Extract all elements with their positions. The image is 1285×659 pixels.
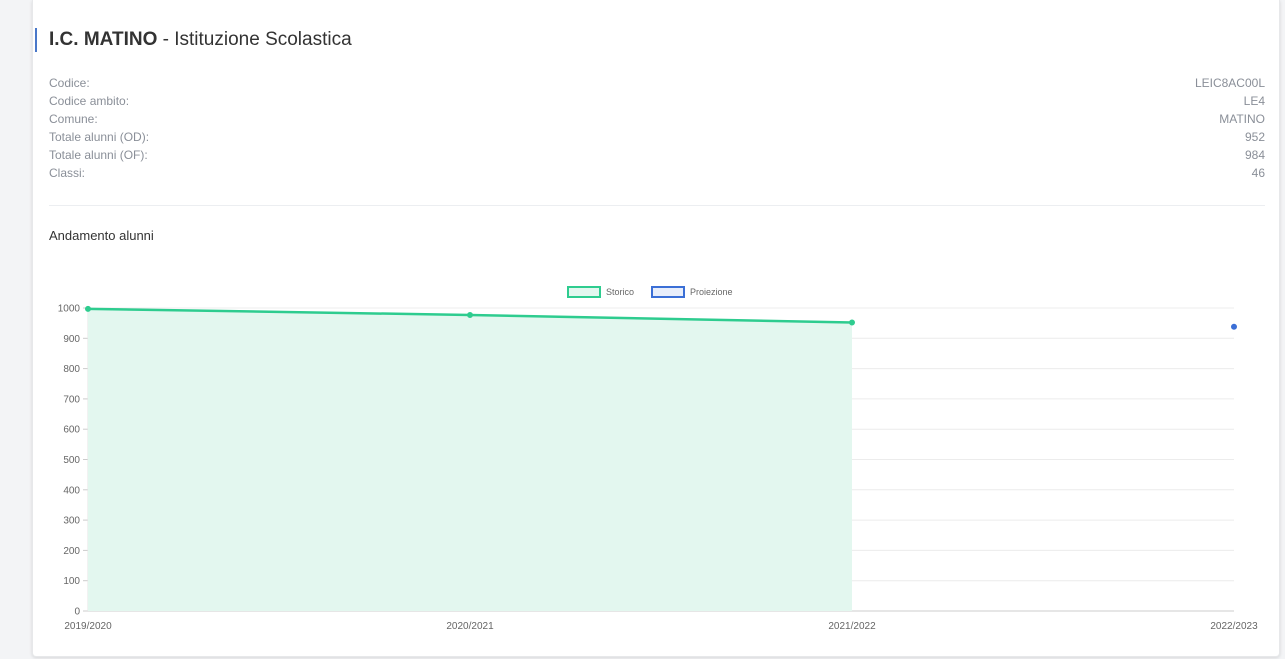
info-value: 952 — [1244, 130, 1265, 144]
legend-swatch-proiezione — [651, 286, 685, 298]
info-value: 984 — [1244, 148, 1265, 162]
data-point-storico — [85, 305, 91, 312]
info-label: Codice: — [49, 76, 90, 90]
y-tick-label: 600 — [63, 425, 80, 436]
chart-area — [88, 308, 852, 611]
x-tick-label: 2022/2023 — [1210, 621, 1258, 632]
y-tick-label: 700 — [63, 394, 80, 405]
legend-swatch-storico — [567, 286, 601, 298]
info-row-comune: Comune: MATINO — [49, 110, 1265, 128]
x-tick-label: 2019/2020 — [64, 621, 112, 632]
page-title: I.C. MATINO - Istituzione Scolastica — [49, 29, 352, 51]
data-point-storico — [849, 319, 855, 326]
info-label: Totale alunni (OD): — [49, 130, 150, 144]
info-label: Totale alunni (OF): — [49, 148, 148, 162]
info-label: Comune: — [49, 112, 98, 126]
info-value: MATINO — [1219, 112, 1265, 126]
info-label: Classi: — [49, 166, 86, 180]
x-tick-label: 2020/2021 — [446, 621, 494, 632]
y-axis-ticks: 0 100 200 300 400 500 600 700 800 900 1000 — [58, 304, 81, 618]
y-tick-label: 400 — [63, 485, 80, 496]
info-row-codice: Codice: LEIC8AC00L — [49, 74, 1265, 92]
legend-label-proiezione: Proiezione — [690, 287, 733, 297]
title-accent-bar — [35, 28, 37, 52]
chart-legend[interactable]: Storico Proiezione — [567, 286, 733, 298]
x-axis-ticks: 2019/2020 2020/2021 2021/2022 2022/2023 — [64, 621, 1258, 632]
info-row-totale-of: Totale alunni (OF): 984 — [49, 146, 1265, 164]
x-tick-label: 2021/2022 — [828, 621, 876, 632]
school-type: - Istituzione Scolastica — [157, 29, 352, 50]
info-label: Codice ambito: — [49, 94, 130, 108]
info-value: 46 — [1251, 166, 1265, 180]
series-area-storico — [88, 308, 852, 611]
info-row-classi: Classi: 46 — [49, 164, 1265, 182]
y-tick-label: 1000 — [58, 304, 81, 315]
info-row-codice-ambito: Codice ambito: LE4 — [49, 92, 1265, 110]
y-tick-label: 300 — [63, 516, 80, 527]
data-point-proiezione — [1231, 323, 1237, 330]
chart-section-title: Andamento alunni — [49, 228, 154, 243]
y-tick-label: 900 — [63, 334, 80, 345]
info-value: LE4 — [1243, 94, 1265, 108]
y-tick-label: 500 — [63, 455, 80, 466]
data-point-storico — [467, 311, 473, 318]
y-tick-label: 800 — [63, 364, 80, 375]
y-tick-label: 200 — [63, 546, 80, 557]
info-value: LEIC8AC00L — [1194, 76, 1265, 90]
y-tick-label: 100 — [63, 576, 80, 587]
chart-points — [85, 305, 1237, 330]
y-tick-label: 0 — [74, 607, 80, 618]
divider — [49, 205, 1265, 206]
info-row-totale-od: Totale alunni (OD): 952 — [49, 128, 1265, 146]
school-name: I.C. MATINO — [49, 29, 158, 50]
legend-label-storico: Storico — [606, 287, 634, 297]
